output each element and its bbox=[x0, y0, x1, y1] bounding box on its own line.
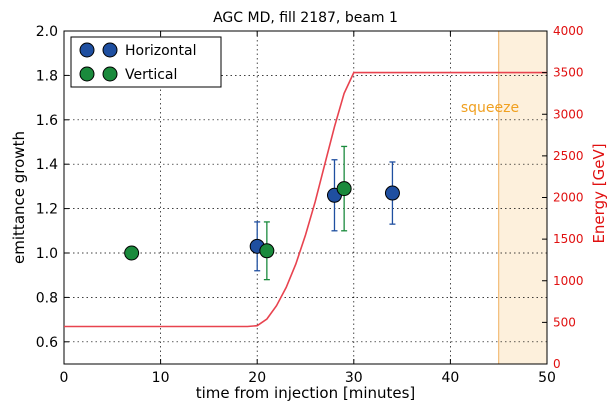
legend-marker-vertical bbox=[79, 66, 95, 82]
chart-title: AGC MD, fill 2187, beam 1 bbox=[213, 10, 398, 26]
y2-tick-label: 1000 bbox=[553, 274, 584, 288]
vertical-point bbox=[336, 181, 352, 197]
horizontal-point bbox=[384, 185, 400, 201]
y2-tick-label: 2500 bbox=[553, 149, 584, 163]
x-tick-label: 0 bbox=[60, 370, 69, 386]
x-tick-label: 50 bbox=[538, 370, 556, 386]
legend-items: Horizontal Vertical bbox=[79, 42, 196, 83]
y-tick-label: 1.6 bbox=[36, 113, 58, 129]
energy-curve-layer bbox=[64, 71, 547, 328]
y-tick-label: 2.0 bbox=[36, 24, 58, 40]
legend-box bbox=[70, 36, 222, 88]
y-tick-label: 0.6 bbox=[36, 335, 58, 351]
vertical-point bbox=[259, 243, 275, 259]
y-tick-label: 1.0 bbox=[36, 246, 58, 262]
y-tick-label: 1.4 bbox=[36, 157, 58, 173]
squeeze-band bbox=[498, 30, 548, 365]
axes-layer: 0 10 20 30 40 50 0.6 0.8 1.0 1.2 1.4 1.6 1.8 2.0 0 500 1… bbox=[36, 24, 584, 386]
x-tick-label: 20 bbox=[248, 370, 266, 386]
squeeze-label: squeeze bbox=[461, 100, 519, 116]
x-tick-label: 10 bbox=[152, 370, 170, 386]
y2-tick-label: 1500 bbox=[553, 232, 584, 246]
y-tick-label: 1.2 bbox=[36, 202, 58, 218]
y2-tick-label: 2000 bbox=[553, 191, 584, 205]
vertical-point bbox=[124, 245, 140, 261]
legend-marker-horizontal bbox=[102, 42, 118, 58]
y-tick-label: 0.8 bbox=[36, 290, 58, 306]
legend: Horizontal Vertical bbox=[70, 36, 222, 88]
y2-tick-label: 4000 bbox=[553, 24, 584, 38]
legend-marker-horizontal bbox=[79, 42, 95, 58]
y2-axis-label: Energy [GeV] bbox=[590, 143, 608, 243]
legend-label-vertical: Vertical bbox=[125, 67, 177, 83]
x-tick-label: 30 bbox=[345, 370, 363, 386]
data-points-layer bbox=[124, 145, 400, 281]
y-axis-label: emittance growth bbox=[10, 131, 28, 264]
y2-tick-label: 500 bbox=[553, 315, 576, 329]
y2-tick-label: 3000 bbox=[553, 107, 584, 121]
legend-marker-vertical bbox=[102, 66, 118, 82]
x-tick-label: 40 bbox=[441, 370, 459, 386]
y2-tick-label: 3500 bbox=[553, 66, 584, 80]
y-tick-label: 1.8 bbox=[36, 68, 58, 84]
y2-tick-label: 0 bbox=[553, 357, 561, 371]
x-axis-label: time from injection [minutes] bbox=[196, 384, 416, 402]
legend-label-horizontal: Horizontal bbox=[125, 43, 196, 59]
energy-curve bbox=[64, 71, 547, 328]
